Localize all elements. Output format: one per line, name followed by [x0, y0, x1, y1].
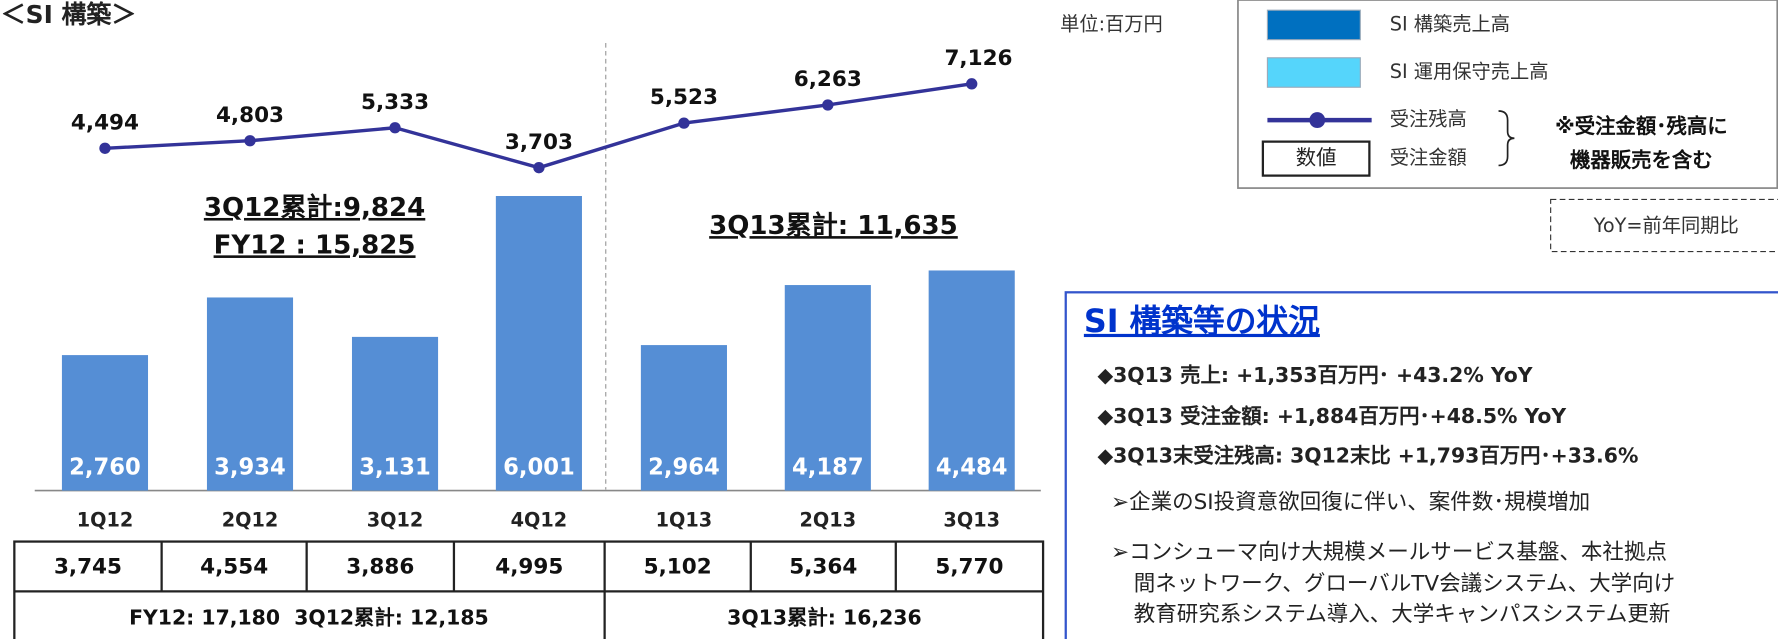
x-tick-label: 2Q12 [222, 509, 279, 532]
legend-label: SI 構築売上高 [1390, 12, 1510, 35]
bar-value-label: 4,484 [936, 454, 1008, 480]
x-tick-label: 3Q13 [943, 509, 1000, 532]
x-tick-label: 2Q13 [800, 509, 857, 532]
line-point [389, 122, 401, 134]
line-value-label: 5,523 [650, 85, 718, 110]
table-value: 4,995 [495, 555, 563, 580]
line-value-label: 4,494 [71, 110, 139, 135]
panel-line: ◆3Q13末受注残高: 3Q12末比 +1,793百万円･+33.6% [1097, 444, 1638, 468]
bar [206, 297, 294, 491]
line-value-label: 4,803 [216, 103, 284, 128]
legend-marker [1309, 112, 1326, 129]
line-point [99, 142, 111, 154]
legend-sample-box [1261, 140, 1371, 177]
order-table [13, 540, 1045, 639]
bar [351, 336, 439, 491]
line-point [822, 99, 834, 111]
bar [784, 285, 871, 491]
bar [61, 355, 149, 491]
bar-value-label: 4,187 [792, 454, 864, 480]
table-value: 5,770 [935, 555, 1003, 580]
line-value-label: 6,263 [794, 67, 862, 92]
panel-title: SI 構築等の状況 [1084, 303, 1320, 340]
bar [495, 196, 582, 491]
line-point [533, 162, 545, 174]
panel-line: ➢企業のSI投資意欲回復に伴い、案件数･規模増加 [1111, 490, 1590, 515]
line-point [678, 117, 690, 129]
panel-line: 教育研究系システム導入、大学キャンパスシステム更新 [1134, 602, 1671, 627]
status-panel [1064, 291, 1778, 639]
bar [640, 345, 727, 491]
legend-swatch [1266, 9, 1361, 41]
yoy-box [1550, 198, 1778, 253]
total-label: FY12: 17,180 3Q12累計: 12,185 [129, 606, 489, 630]
x-tick-label: 1Q12 [77, 509, 134, 532]
yoy-note: YoY=前年同期比 [1593, 214, 1739, 237]
annotation: FY12 : 15,825 [214, 230, 416, 260]
table-value: 4,554 [200, 555, 268, 580]
table-value: 5,102 [644, 555, 712, 580]
legend-sample: 数値 [1296, 146, 1337, 170]
unit-label: 単位:百万円 [1060, 12, 1163, 35]
total-label: 3Q13累計: 16,236 [727, 606, 921, 630]
legend-note: ※受注金額･残高に [1555, 114, 1728, 138]
table-value: 3,886 [346, 555, 414, 580]
x-tick-label: 3Q12 [367, 509, 424, 532]
bar-value-label: 3,934 [214, 454, 286, 480]
table-value: 3,745 [54, 555, 122, 580]
legend-label: 受注金額 [1390, 146, 1467, 169]
chart-title: ＜SI 構築＞ [1, 0, 137, 29]
legend-brace [1498, 110, 1515, 167]
legend-note: 機器販売を含む [1570, 148, 1713, 172]
line-value-label: 7,126 [944, 46, 1012, 71]
bar-value-label: 3,131 [359, 454, 431, 480]
bar-value-label: 6,001 [503, 454, 575, 480]
x-tick-label: 4Q12 [511, 509, 568, 532]
legend-swatch [1266, 57, 1361, 88]
panel-line: 間ネットワーク、グローバルTV会議システム、大学向け [1134, 572, 1675, 597]
panel-line: ➢コンシューマ向け大規模メールサービス基盤、本社拠点 [1111, 540, 1667, 565]
x-tick-label: 1Q13 [656, 509, 713, 532]
bar-value-label: 2,964 [648, 454, 720, 480]
line-value-label: 3,703 [505, 130, 573, 155]
panel-line: ◆3Q13 売上: +1,353百万円･ +43.2% YoY [1097, 363, 1532, 387]
bar [928, 270, 1015, 491]
line-value-label: 5,333 [361, 90, 429, 115]
annotation: 3Q12累計:9,824 [204, 192, 425, 223]
table-value: 5,364 [789, 555, 857, 580]
panel-line: ◆3Q13 受注金額: +1,884百万円･+48.5% YoY [1097, 404, 1566, 428]
legend-label: SI 運用保守売上高 [1390, 60, 1549, 83]
annotation: 3Q13累計: 11,635 [709, 210, 958, 241]
line-point [244, 135, 256, 147]
bar-value-label: 2,760 [69, 454, 141, 480]
legend-label: 受注残高 [1390, 108, 1467, 131]
line-point [966, 78, 978, 90]
